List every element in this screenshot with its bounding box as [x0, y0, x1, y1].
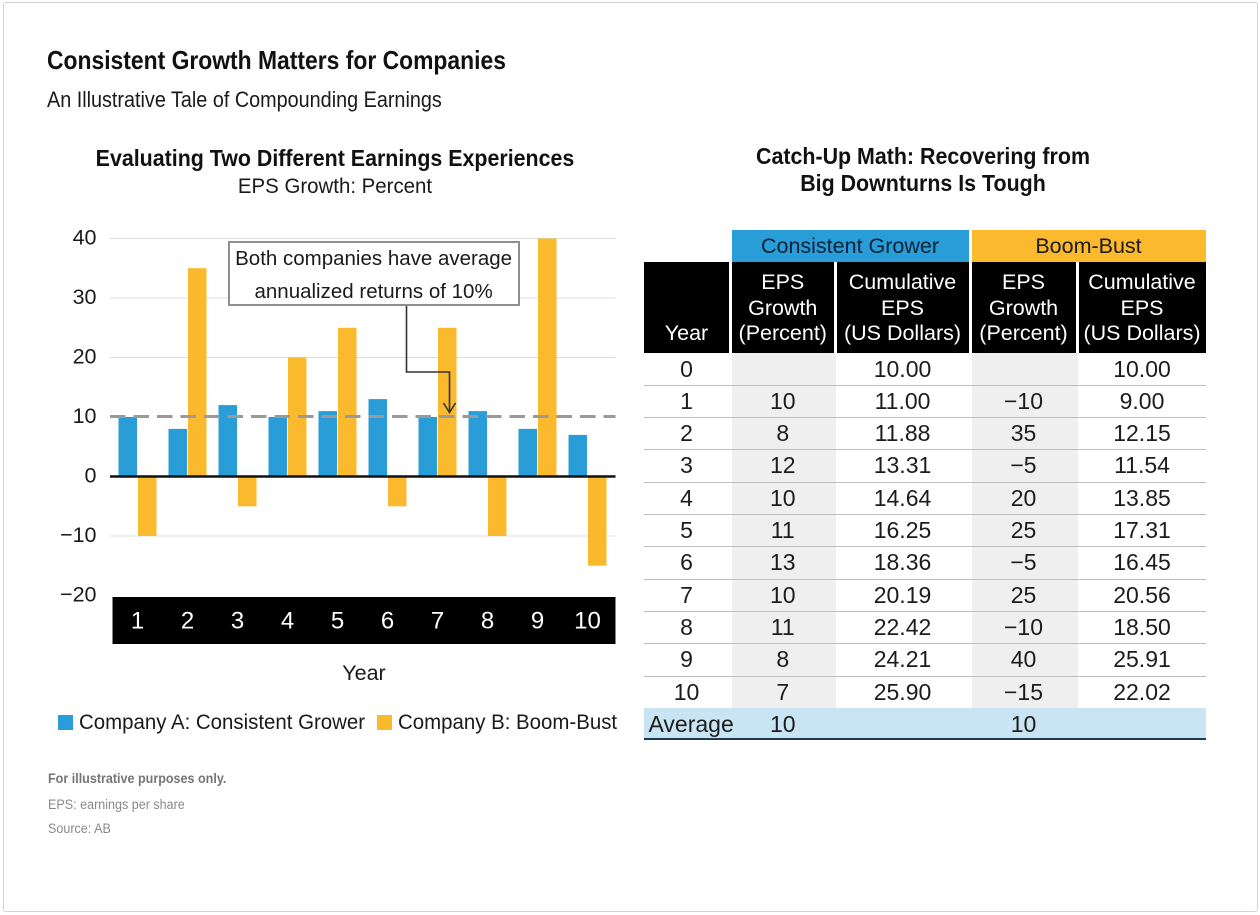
svg-text:30: 30 [73, 285, 97, 309]
svg-text:20: 20 [73, 344, 97, 368]
svg-text:7: 7 [431, 608, 444, 635]
svg-text:40: 40 [73, 225, 97, 249]
svg-text:3: 3 [231, 608, 244, 635]
svg-text:4: 4 [281, 608, 294, 635]
svg-text:8: 8 [481, 608, 494, 635]
svg-text:0: 0 [85, 463, 97, 487]
svg-text:2: 2 [181, 608, 194, 635]
svg-text:−10: −10 [60, 523, 97, 547]
svg-text:5: 5 [331, 608, 344, 635]
svg-text:6: 6 [381, 608, 394, 635]
svg-text:10: 10 [73, 404, 97, 428]
svg-text:9: 9 [531, 608, 544, 635]
svg-text:10: 10 [574, 608, 601, 635]
svg-text:−20: −20 [60, 582, 97, 606]
svg-text:1: 1 [131, 608, 144, 635]
